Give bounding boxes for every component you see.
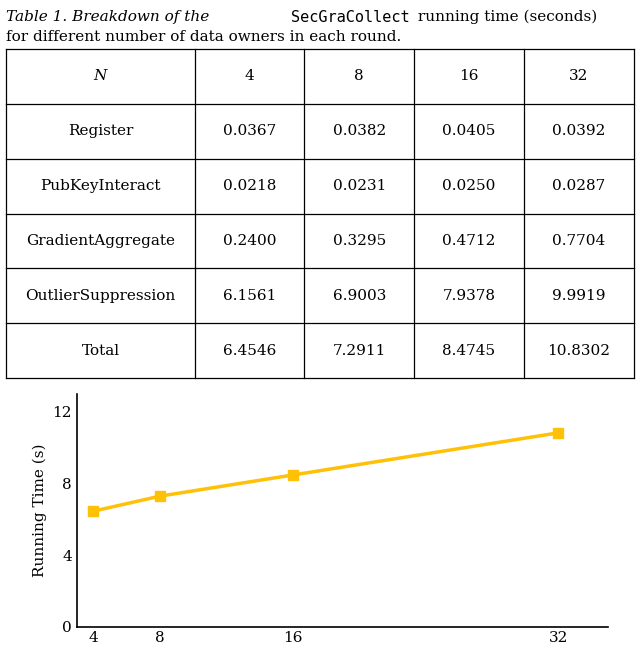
Text: PubKeyInteract: PubKeyInteract [40, 179, 161, 193]
Text: N: N [94, 70, 107, 83]
Text: 6.1561: 6.1561 [223, 289, 276, 303]
Text: 7.9378: 7.9378 [442, 289, 495, 303]
Text: 0.0405: 0.0405 [442, 124, 495, 138]
Text: 0.0287: 0.0287 [552, 179, 605, 193]
Text: 0.3295: 0.3295 [333, 234, 386, 248]
Text: running time (seconds): running time (seconds) [413, 10, 597, 24]
Text: SecGraCollect: SecGraCollect [291, 10, 410, 25]
Text: 0.0231: 0.0231 [333, 179, 386, 193]
Y-axis label: Running Time (s): Running Time (s) [33, 444, 47, 577]
Text: 16: 16 [460, 70, 479, 83]
Text: for different number of data owners in each round.: for different number of data owners in e… [6, 30, 402, 44]
Text: 0.0250: 0.0250 [442, 179, 495, 193]
Text: 32: 32 [569, 70, 588, 83]
Text: OutlierSuppression: OutlierSuppression [26, 289, 175, 303]
Text: 0.4712: 0.4712 [442, 234, 495, 248]
Text: 0.0382: 0.0382 [333, 124, 386, 138]
Text: Register: Register [68, 124, 133, 138]
Text: 10.8302: 10.8302 [547, 344, 610, 357]
Text: GradientAggregate: GradientAggregate [26, 234, 175, 248]
Text: 8: 8 [355, 70, 364, 83]
Text: 6.4546: 6.4546 [223, 344, 276, 357]
Text: 6.9003: 6.9003 [333, 289, 386, 303]
Text: Total: Total [81, 344, 120, 357]
Text: 4: 4 [244, 70, 254, 83]
Text: 8.4745: 8.4745 [442, 344, 495, 357]
Text: 0.0367: 0.0367 [223, 124, 276, 138]
Text: 0.2400: 0.2400 [223, 234, 276, 248]
Text: 0.0392: 0.0392 [552, 124, 605, 138]
Text: 9.9919: 9.9919 [552, 289, 605, 303]
Text: 0.0218: 0.0218 [223, 179, 276, 193]
Text: Table 1. Breakdown of the: Table 1. Breakdown of the [6, 10, 214, 24]
Text: 0.7704: 0.7704 [552, 234, 605, 248]
Text: 7.2911: 7.2911 [333, 344, 386, 357]
